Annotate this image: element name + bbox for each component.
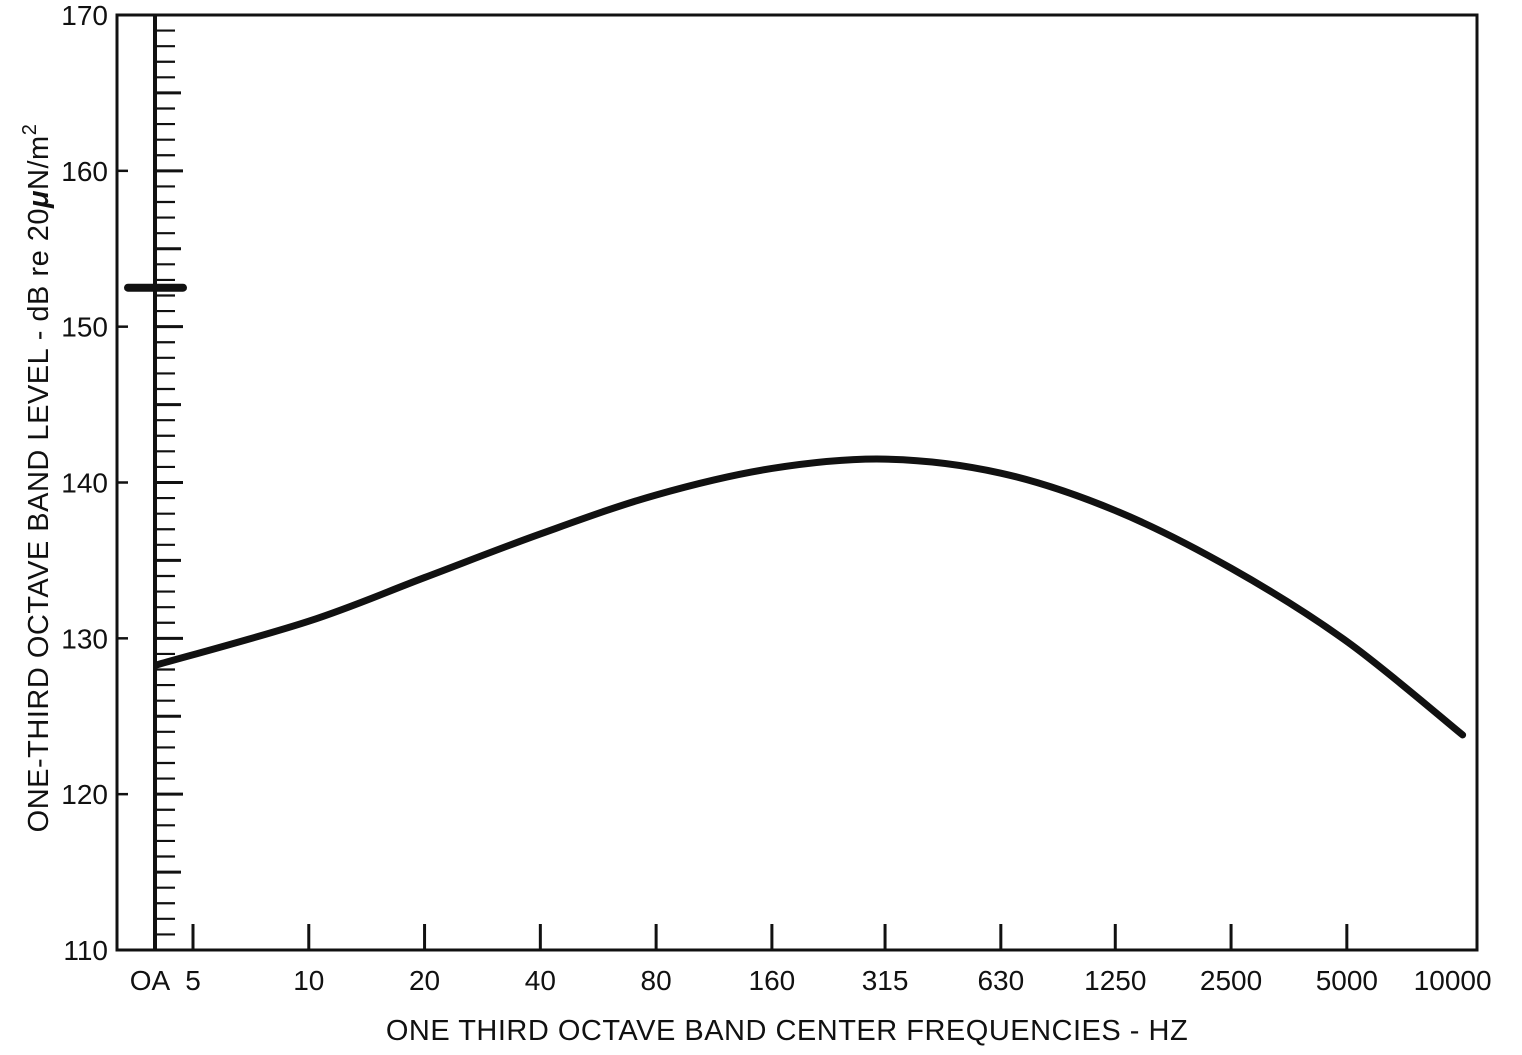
x-tick-label-oa: OA (130, 965, 171, 996)
x-axis-labels: OA 5 10 20 40 80 160 315 630 1250 2500 5000 10000 (130, 965, 1492, 996)
series-layer (157, 459, 1463, 735)
x-tick-label: 1250 (1084, 965, 1146, 996)
spectrum-curve (157, 459, 1463, 735)
y-tick-label: 170 (61, 0, 108, 31)
y-axis-title-mu: μ (23, 190, 55, 209)
y-axis-title-exponent: 2 (19, 124, 41, 136)
y-tick-label: 130 (61, 623, 108, 654)
y-axis-title-main: ONE-THIRD OCTAVE BAND LEVEL - dB re 20 (23, 208, 55, 832)
y-tick-label: 160 (61, 156, 108, 187)
y-axis-title: ONE-THIRD OCTAVE BAND LEVEL - dB re 20μN… (19, 124, 55, 833)
y-axis-labels: 110 120 130 140 150 160 170 (61, 0, 108, 966)
x-tick-label: 5 (185, 965, 201, 996)
x-tick-label: 315 (862, 965, 909, 996)
y-tick-label: 120 (61, 779, 108, 810)
x-tick-label: 2500 (1200, 965, 1262, 996)
x-axis-title: ONE THIRD OCTAVE BAND CENTER FREQUENCIES… (386, 1015, 1188, 1047)
x-tick-label: 630 (977, 965, 1024, 996)
x-tick-label: 10 (293, 965, 324, 996)
y-axis-ticks (117, 15, 183, 950)
x-axis-ticks (193, 924, 1347, 950)
x-tick-label: 10000 (1414, 965, 1492, 996)
x-tick-label: 20 (409, 965, 440, 996)
x-tick-label: 160 (749, 965, 796, 996)
x-tick-label: 80 (641, 965, 672, 996)
y-tick-label: 140 (61, 468, 108, 499)
y-tick-label: 150 (61, 312, 108, 343)
y-tick-label: 110 (63, 935, 108, 966)
x-tick-label: 40 (525, 965, 556, 996)
plot-frame (117, 15, 1477, 950)
y-axis-title-unit: N/m (23, 135, 55, 190)
x-tick-label: 5000 (1316, 965, 1378, 996)
